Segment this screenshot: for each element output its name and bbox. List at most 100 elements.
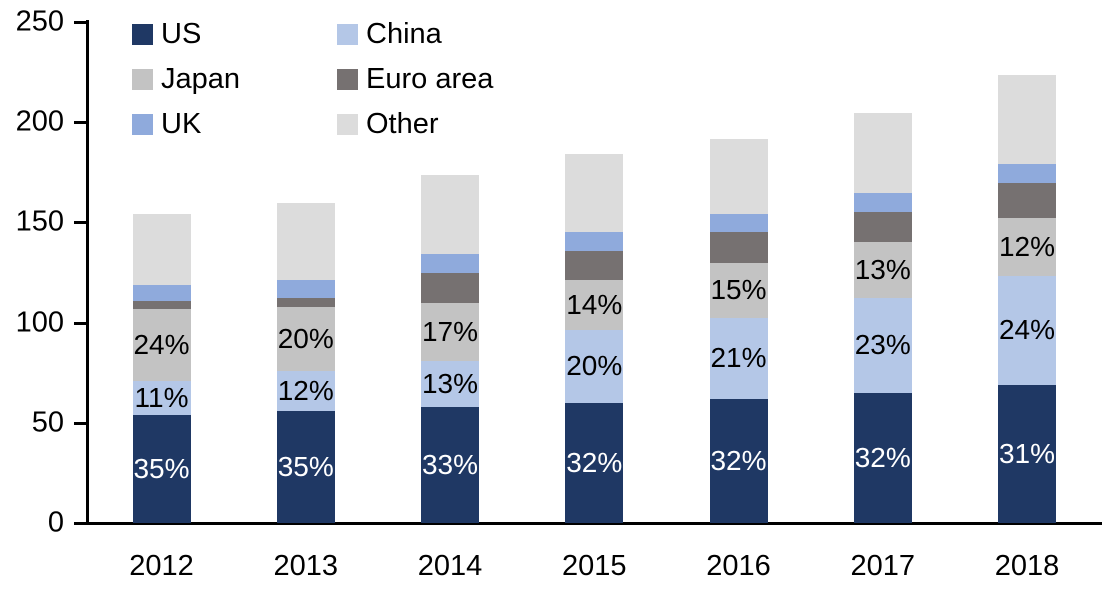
x-axis-line [74, 522, 1102, 525]
bar-label-us-2013: 35% [277, 450, 334, 482]
bar-segment-us-2014: 33% [421, 406, 479, 523]
bar-segment-euro-area-2016 [709, 232, 768, 263]
bar-label-china-2015: 20% [566, 350, 623, 382]
bar-segment-china-2018: 24% [998, 275, 1056, 385]
bar-segment-uk-2016 [709, 214, 768, 233]
legend-item-other: Other [337, 108, 493, 140]
bar-segment-euro-area-2014 [421, 272, 479, 303]
legend-item-japan: Japan [132, 63, 337, 95]
bar-segment-other-2012 [132, 214, 191, 285]
bar-label-japan-2016: 15% [710, 274, 767, 306]
bar-segment-other-2017 [853, 113, 912, 194]
bar-segment-euro-area-2015 [565, 251, 624, 280]
bar-2015: 32% 20% 14% [565, 154, 624, 523]
bar-2013: 35% 12% 20% [276, 203, 335, 523]
bar-segment-uk-2012 [132, 284, 191, 301]
bar-segment-us-2017: 32% [853, 392, 912, 523]
x-tick-label-2017: 2017 [850, 550, 916, 582]
bar-segment-japan-2016: 15% [709, 262, 768, 318]
bar-segment-uk-2015 [565, 232, 624, 252]
legend-label-us: US [161, 18, 202, 50]
legend-swatch-japan [132, 69, 153, 90]
bar-segment-other-2013 [276, 203, 335, 280]
y-tick-mark-0 [74, 522, 87, 525]
y-axis-line [86, 20, 89, 525]
bar-label-china-2012: 11% [134, 381, 189, 413]
bar-segment-other-2018 [998, 75, 1056, 165]
bar-segment-china-2017: 23% [853, 297, 912, 393]
bar-label-us-2016: 32% [710, 444, 767, 476]
legend-item-china: China [337, 20, 493, 49]
x-tick-label-2018: 2018 [994, 550, 1060, 582]
bar-segment-japan-2018: 12% [998, 218, 1056, 276]
bar-label-china-2013: 12% [277, 374, 334, 406]
y-tick-mark-100 [74, 321, 87, 325]
bar-segment-china-2016: 21% [709, 317, 768, 399]
y-tick-label-0: 0 [47, 506, 64, 539]
legend-swatch-uk [132, 114, 153, 135]
y-tick-mark-200 [74, 121, 87, 125]
bar-segment-japan-2012: 24% [132, 308, 191, 381]
legend-item-uk: UK [132, 108, 337, 140]
x-tick-label-2015: 2015 [561, 550, 627, 582]
bar-segment-euro-area-2018 [998, 183, 1056, 219]
legend-swatch-euro-area [337, 69, 358, 90]
bar-segment-china-2014: 13% [421, 360, 479, 407]
bar-label-japan-2018: 12% [998, 230, 1056, 262]
bar-segment-uk-2017 [853, 193, 912, 213]
bar-label-japan-2012: 24% [133, 328, 190, 360]
bar-label-us-2014: 33% [421, 448, 479, 480]
bar-segment-other-2016 [709, 139, 768, 215]
bar-segment-us-2016: 32% [709, 398, 768, 523]
y-tick-label-100: 100 [15, 306, 64, 339]
bar-segment-japan-2015: 14% [565, 279, 624, 330]
bar-segment-us-2013: 35% [276, 410, 335, 523]
x-tick-label-2012: 2012 [129, 550, 194, 582]
legend-swatch-china [337, 24, 358, 45]
bar-2017: 32% 23% 13% [853, 113, 912, 523]
bar-segment-uk-2013 [276, 279, 335, 298]
y-tick-label-250: 250 [15, 5, 64, 38]
bar-label-us-2012: 35% [133, 452, 190, 484]
legend-label-japan: Japan [161, 63, 241, 95]
bar-segment-euro-area-2013 [276, 297, 335, 307]
bar-segment-japan-2014: 17% [421, 302, 479, 361]
bar-label-japan-2013: 20% [277, 322, 334, 354]
bar-segment-uk-2018 [998, 164, 1056, 184]
y-tick-mark-150 [74, 221, 87, 225]
bar-label-china-2018: 24% [998, 314, 1056, 346]
bar-label-us-2018: 31% [998, 437, 1056, 469]
bar-label-china-2016: 21% [710, 342, 767, 374]
legend-swatch-other [337, 114, 358, 135]
y-tick-label-150: 150 [15, 205, 64, 238]
y-tick-mark-250 [74, 21, 87, 24]
bar-segment-japan-2013: 20% [276, 306, 335, 371]
bar-segment-other-2015 [565, 154, 624, 233]
bar-segment-euro-area-2017 [853, 212, 912, 243]
bar-label-japan-2014: 17% [421, 315, 479, 347]
legend-swatch-us [132, 24, 153, 45]
x-tick-label-2014: 2014 [417, 550, 483, 582]
bar-label-japan-2015: 14% [566, 288, 623, 320]
bar-label-china-2017: 23% [854, 329, 911, 361]
legend-item-euro-area: Euro area [337, 63, 494, 95]
bar-segment-uk-2014 [421, 253, 479, 273]
bar-segment-us-2018: 31% [998, 384, 1056, 523]
bar-segment-japan-2017: 13% [853, 242, 912, 298]
bar-2016: 32% 21% 15% [709, 139, 768, 523]
bar-label-us-2017: 32% [854, 441, 911, 473]
bar-segment-china-2013: 12% [276, 370, 335, 411]
bar-segment-china-2012: 11% [132, 380, 191, 415]
bar-segment-other-2014 [421, 175, 479, 254]
y-tick-mark-50 [74, 421, 87, 425]
bar-segment-us-2012: 35% [132, 414, 191, 523]
bar-segment-euro-area-2012 [132, 300, 191, 309]
x-tick-label-2013: 2013 [273, 550, 339, 582]
bar-label-japan-2017: 13% [854, 254, 911, 285]
legend-label-other: Other [366, 108, 439, 140]
bar-2014: 33% 13% 17% [421, 175, 479, 523]
legend-label-euro-area: Euro area [366, 63, 494, 95]
legend-label-uk: UK [161, 108, 202, 140]
y-tick-label-200: 200 [15, 105, 64, 138]
